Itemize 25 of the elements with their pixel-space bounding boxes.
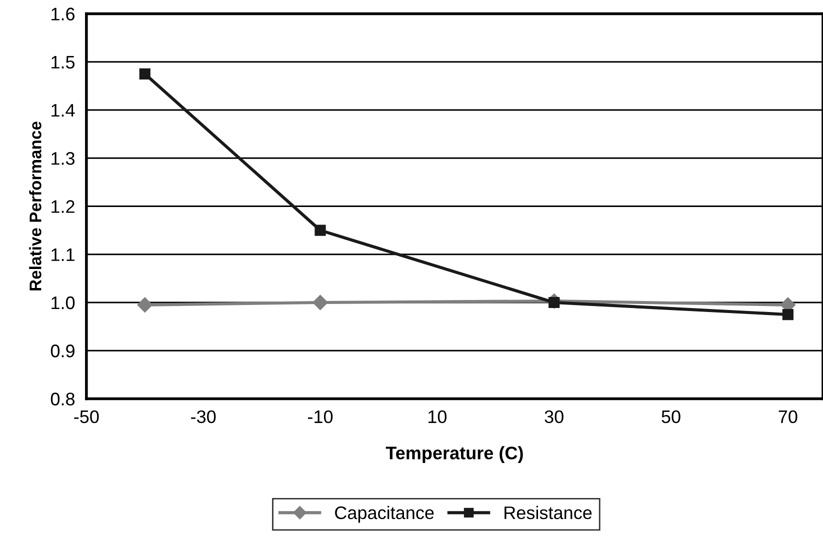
y-tick-label: 1.4 — [52, 104, 75, 117]
y-tick-label: 0.9 — [50, 344, 74, 358]
point — [314, 224, 326, 236]
legend-label: Capacitance — [335, 506, 434, 523]
x-tick-label: 30 — [544, 410, 564, 424]
y-tick-label: 1.1 — [52, 248, 74, 261]
point — [312, 294, 328, 310]
y-tick-label: 1.3 — [52, 152, 75, 165]
x-tick-label: 10 — [428, 410, 447, 424]
y-axis-title: Relative Performance — [29, 122, 42, 290]
y-tick-label: 1.2 — [52, 200, 74, 213]
legend-label: Resistance — [504, 506, 592, 520]
x-tick-label: 50 — [662, 410, 680, 424]
point — [137, 297, 152, 312]
y-tick-label: 1.5 — [52, 56, 75, 69]
y-tick-label: 1.6 — [52, 8, 75, 20]
y-tick-label: 0.8 — [50, 392, 75, 406]
x-tick-label: -30 — [191, 410, 216, 424]
point — [782, 308, 794, 320]
x-axis-title: Temperature (C) — [386, 446, 523, 463]
y-tick-label: 1.0 — [52, 296, 75, 310]
x-tick-label: 70 — [778, 410, 798, 424]
point — [139, 68, 150, 80]
x-tick-label: -50 — [74, 410, 99, 424]
x-tick-label: -10 — [308, 410, 333, 424]
